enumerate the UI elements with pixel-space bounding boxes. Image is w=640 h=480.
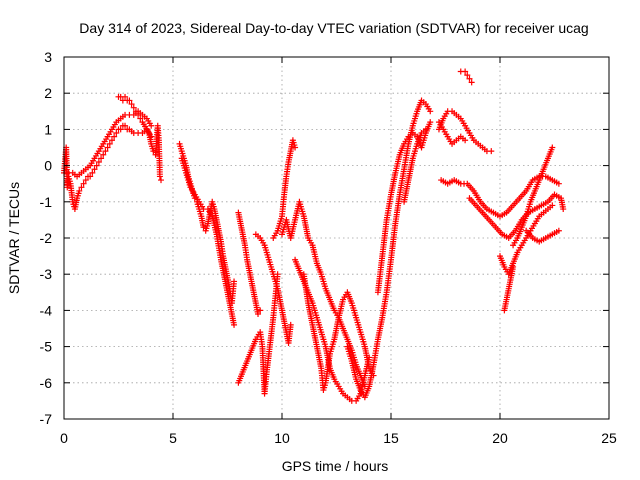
- data-point: [549, 144, 556, 151]
- y-axis-label: SDTVAR / TECUs: [6, 182, 22, 294]
- data-point: [126, 97, 133, 104]
- data-point: [100, 151, 107, 158]
- data-point: [89, 169, 96, 176]
- x-tick-label: 15: [383, 430, 399, 446]
- data-point: [255, 311, 262, 318]
- data-point: [87, 173, 94, 180]
- data-point: [91, 166, 98, 173]
- axis-ticks: [63, 56, 610, 420]
- x-axis-label: GPS time / hours: [282, 458, 389, 474]
- data-point: [422, 126, 429, 133]
- data-point: [93, 162, 100, 169]
- data-point: [132, 108, 139, 115]
- chart-title: Day 314 of 2023, Sidereal Day-to-day VTE…: [79, 20, 588, 36]
- y-tick-label: -5: [40, 339, 53, 355]
- data-point: [231, 278, 238, 285]
- y-axis-tick-labels: -7 -6 -5 -4 -3 -2 -1 0 1 2 3: [40, 49, 53, 427]
- y-tick-label: -4: [40, 302, 53, 318]
- y-tick-label: -7: [40, 411, 53, 427]
- data-point: [555, 227, 562, 234]
- y-tick-label: 3: [44, 49, 52, 65]
- x-tick-label: 0: [60, 430, 68, 446]
- data-point: [156, 173, 163, 180]
- x-tick-label: 5: [169, 430, 177, 446]
- data-point: [95, 158, 102, 165]
- data-point: [98, 155, 105, 162]
- data-point: [104, 144, 111, 151]
- data-point: [158, 177, 165, 184]
- y-tick-label: 1: [44, 121, 52, 137]
- y-tick-label: -3: [40, 266, 53, 282]
- data-point: [117, 126, 124, 133]
- data-point: [464, 72, 471, 79]
- data-point: [200, 224, 207, 231]
- data-point: [111, 133, 118, 140]
- data-point: [257, 307, 264, 314]
- y-tick-label: -1: [40, 194, 53, 210]
- data-point: [148, 122, 155, 129]
- data-point: [287, 321, 294, 328]
- y-tick-label: -6: [40, 375, 53, 391]
- y-tick-label: 2: [44, 85, 52, 101]
- data-point: [78, 184, 85, 191]
- data-point: [82, 177, 89, 184]
- data-point: [549, 202, 556, 209]
- data-point: [108, 137, 115, 144]
- data-point: [76, 187, 83, 194]
- data-point: [462, 68, 469, 75]
- data-point: [122, 93, 129, 100]
- data-point: [510, 263, 517, 270]
- data-point: [427, 108, 434, 115]
- data-point: [113, 130, 120, 137]
- data-point: [427, 119, 434, 126]
- data-point: [292, 144, 299, 151]
- data-point: [102, 148, 109, 155]
- data-point: [106, 140, 113, 147]
- data-point: [466, 75, 473, 82]
- data-point: [555, 180, 562, 187]
- data-point: [560, 206, 567, 213]
- x-tick-label: 25: [601, 430, 617, 446]
- x-tick-label: 10: [274, 430, 290, 446]
- grid: [64, 57, 609, 419]
- y-tick-label: 0: [44, 158, 52, 174]
- data-point: [130, 104, 137, 111]
- data-point: [488, 148, 495, 155]
- data-point: [231, 321, 238, 328]
- data-point: [462, 137, 469, 144]
- data-point: [468, 79, 475, 86]
- data-point: [137, 115, 144, 122]
- x-tick-label: 20: [492, 430, 508, 446]
- data-point: [122, 122, 129, 129]
- y-tick-label: -2: [40, 230, 53, 246]
- x-axis-tick-labels: 0 5 10 15 20 25: [60, 430, 617, 446]
- data-marks: [61, 68, 567, 404]
- data-point: [128, 101, 135, 108]
- data-point: [80, 180, 87, 187]
- data-point: [135, 111, 142, 118]
